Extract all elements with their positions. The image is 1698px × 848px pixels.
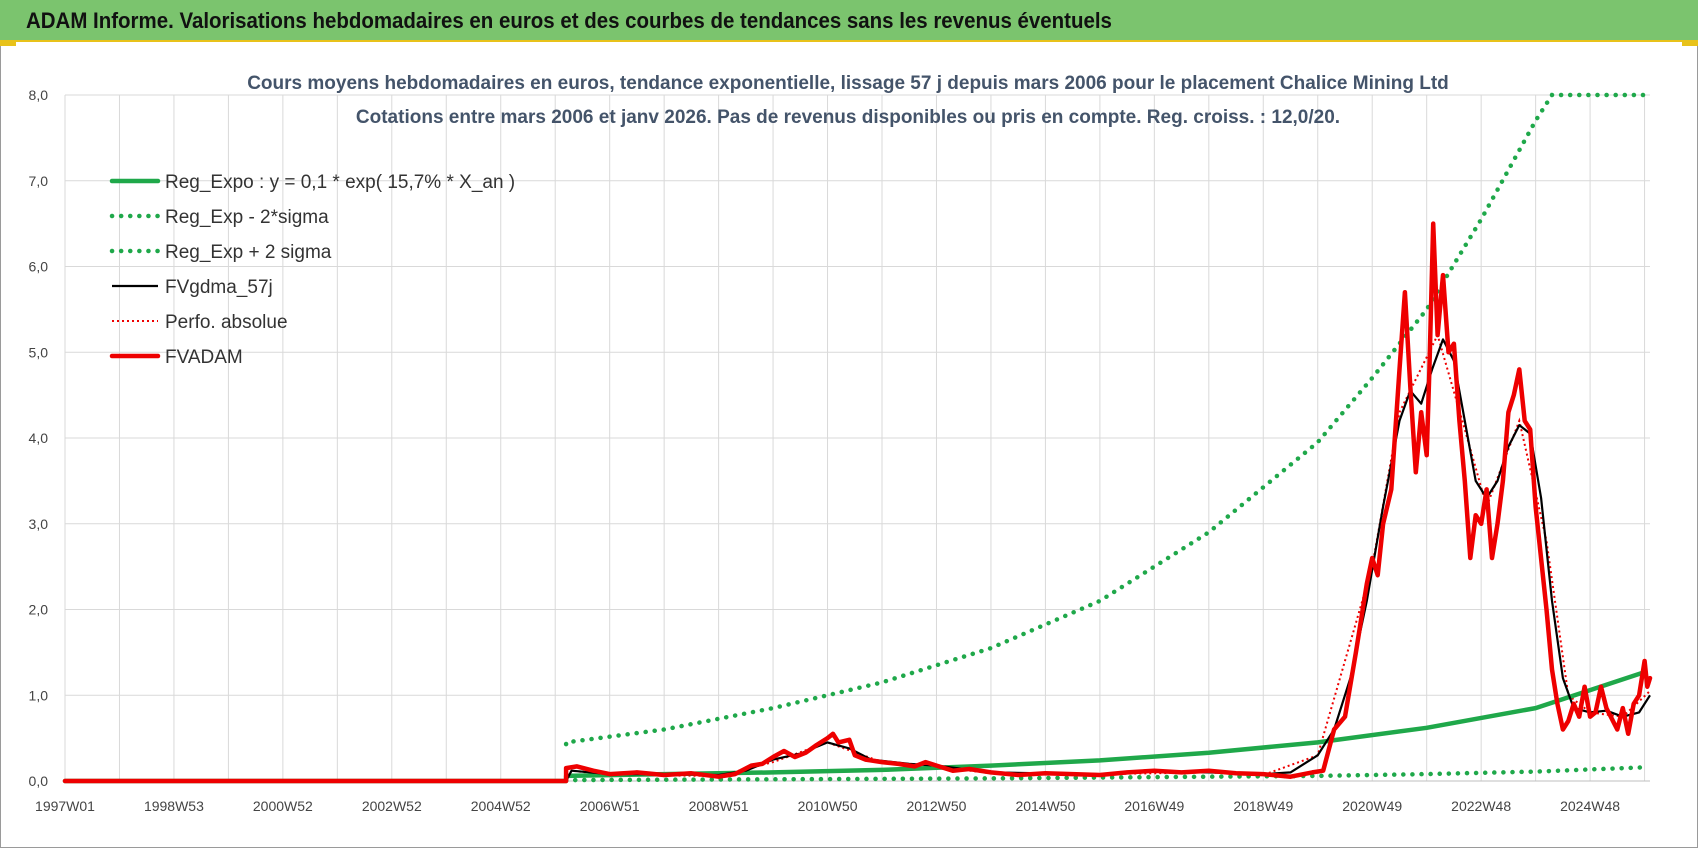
y-tick-label: 0,0 [29,773,49,789]
series-reg-expo [62,669,1647,784]
legend-entry: FVgdma_57j [165,277,273,298]
chart-subtitle: Cotations entre mars 2006 et janv 2026. … [356,107,1340,128]
x-tick-label: 2016W49 [1124,798,1184,814]
y-tick-label: 1,0 [29,687,49,703]
x-tick-label: 2020W49 [1342,798,1402,814]
chart-title: Cours moyens hebdomadaires en euros, ten… [247,73,1449,94]
series-reg-plus-2sigma [563,92,1647,747]
legend-entry: Reg_Expo : y = 0,1 * exp( 15,7% * X_an ) [165,172,515,193]
y-tick-label: 5,0 [29,344,49,360]
y-axis-ticks: 0,0 1,0 2,0 3,0 4,0 5,0 6,0 7,0 8,0 [29,87,49,789]
y-tick-label: 8,0 [29,87,49,103]
x-tick-label: 2022W48 [1451,798,1511,814]
header-bar: ADAM Informe. Valorisations hebdomadaire… [0,0,1698,42]
corner-accent-left [0,42,16,46]
x-tick-label: 2010W50 [798,798,858,814]
x-tick-label: 2014W50 [1015,798,1075,814]
legend-entry: Reg_Exp - 2*sigma [165,207,329,228]
series-fvadam [62,221,1653,784]
legend-entry: Reg_Exp + 2 sigma [165,242,332,263]
y-tick-label: 3,0 [29,516,49,532]
legend-entry: Perfo. absolue [165,312,288,333]
y-tick-label: 7,0 [29,173,49,189]
x-tick-label: 2002W52 [362,798,422,814]
x-tick-label: 1998W53 [144,798,204,814]
x-tick-label: 2006W51 [580,798,640,814]
y-tick-label: 6,0 [29,259,49,275]
page-title: ADAM Informe. Valorisations hebdomadaire… [26,8,1112,33]
x-tick-label: 2012W50 [907,798,967,814]
x-axis-ticks: 1997W01 1998W53 2000W52 2002W52 2004W52 2006W… [35,798,1620,814]
y-tick-label: 2,0 [29,602,49,618]
x-tick-label: 2024W48 [1560,798,1620,814]
x-tick-label: 1997W01 [35,798,95,814]
x-tick-label: 2000W52 [253,798,313,814]
legend-entry: FVADAM [165,347,243,368]
y-tick-label: 4,0 [29,430,49,446]
x-tick-label: 2004W52 [471,798,531,814]
legend: Reg_Expo : y = 0,1 * exp( 15,7% * X_an )… [109,172,515,368]
corner-accent-right [1682,42,1698,46]
x-tick-label: 2018W49 [1233,798,1293,814]
x-tick-label: 2008W51 [689,798,749,814]
series-group [62,92,1653,784]
